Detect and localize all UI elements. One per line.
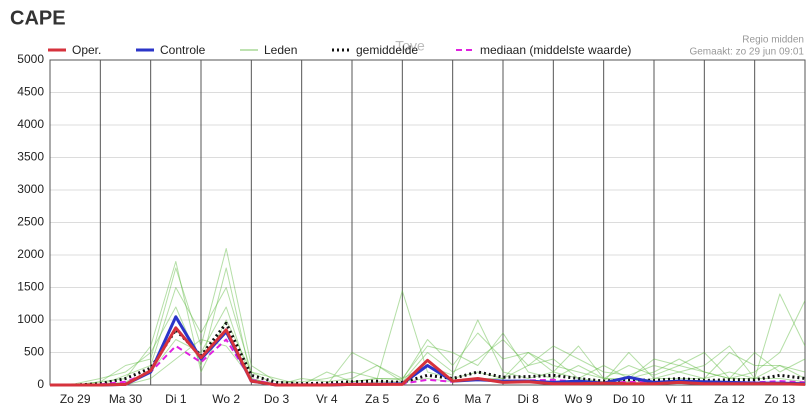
legend-label: mediaan (middelste waarde): [480, 43, 631, 57]
x-tick-label: Za 5: [365, 392, 389, 406]
y-tick-label: 3000: [17, 182, 44, 196]
legend-label: gemiddelde: [356, 43, 418, 57]
x-tick-label: Di 1: [165, 392, 187, 406]
y-tick-label: 0: [37, 377, 44, 391]
y-tick-label: 3500: [17, 150, 44, 164]
y-tick-label: 500: [24, 345, 44, 359]
y-tick-label: 4500: [17, 85, 44, 99]
series-line: [50, 287, 806, 386]
x-tick-label: Wo 9: [565, 392, 593, 406]
x-tick-label: Zo 29: [60, 392, 91, 406]
legend-label: Leden: [264, 43, 297, 57]
made-label: Gemaakt: zo 29 jun 09:01: [689, 47, 804, 58]
chart-title: CAPE: [10, 7, 66, 29]
series-line: [50, 248, 806, 386]
series-line: [50, 326, 806, 387]
x-tick-label: Za 12: [714, 392, 745, 406]
x-tick-label: Ma 30: [109, 392, 143, 406]
x-tick-label: Di 8: [517, 392, 539, 406]
legend-label: Oper.: [72, 43, 101, 57]
x-tick-label: Vr 4: [316, 392, 338, 406]
x-tick-label: Vr 11: [665, 392, 693, 406]
series-line: [50, 339, 806, 386]
y-tick-label: 4000: [17, 117, 44, 131]
legend-label: Controle: [160, 43, 206, 57]
y-tick-label: 2500: [17, 215, 44, 229]
x-tick-label: Do 3: [264, 392, 290, 406]
x-tick-label: Zo 13: [764, 392, 795, 406]
region-label: Regio midden: [742, 35, 804, 46]
watermark: Tove: [395, 38, 425, 54]
x-tick-label: Do 10: [613, 392, 645, 406]
x-tick-label: Zo 6: [415, 392, 439, 406]
series-line: [50, 321, 806, 387]
y-tick-label: 5000: [17, 52, 44, 66]
y-tick-label: 1000: [17, 312, 44, 326]
series-line: [49, 267, 806, 386]
x-tick-label: Wo 2: [212, 392, 240, 406]
y-tick-label: 2000: [17, 247, 44, 261]
y-tick-label: 1500: [17, 280, 44, 294]
plot-frame: [49, 59, 806, 386]
x-tick-label: Ma 7: [464, 392, 491, 406]
